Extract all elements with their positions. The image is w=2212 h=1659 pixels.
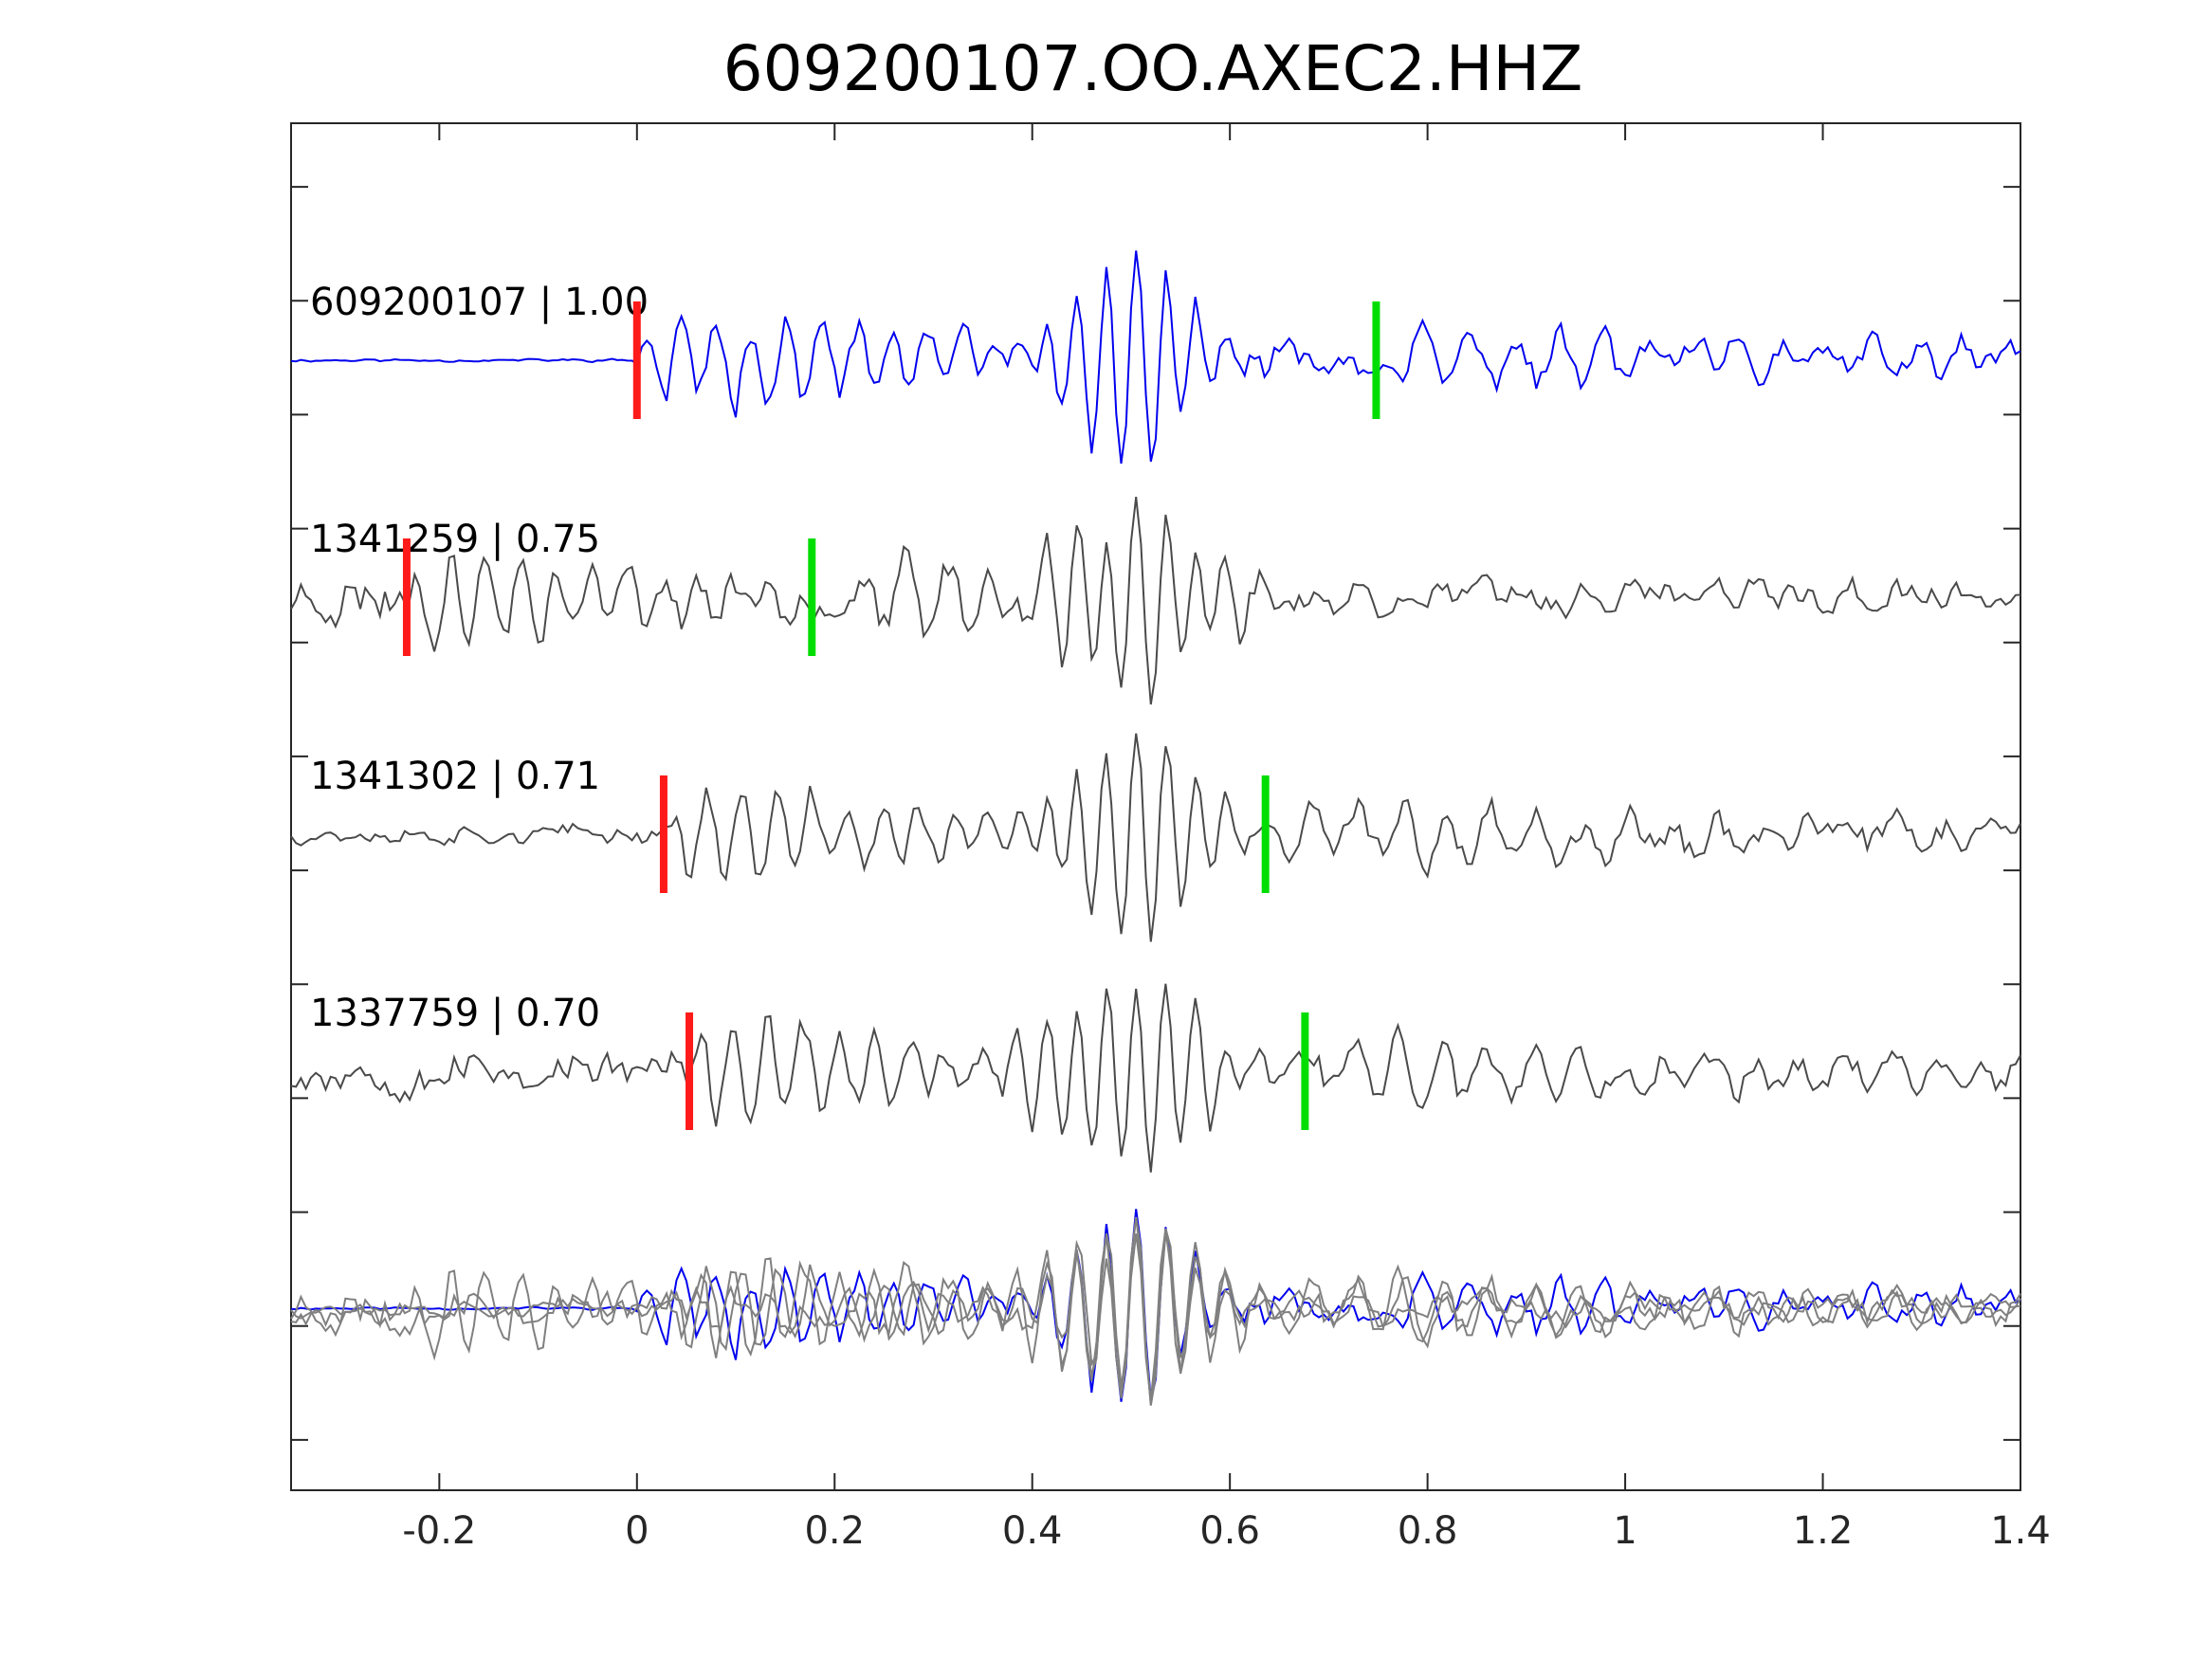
waveform-traces (290, 250, 2021, 1173)
trace-label-609200107: 609200107 | 1.00 (310, 281, 649, 324)
trace-label-1341302: 1341302 | 0.71 (310, 755, 600, 798)
x-tick-label-2: 0.2 (804, 1509, 865, 1553)
stack-trace-1341259 (290, 1216, 2021, 1406)
x-tick-label-3: 0.4 (1002, 1509, 1063, 1553)
x-tick-label-8: 1.4 (1990, 1509, 2051, 1553)
stack-trace-1341302 (290, 1216, 2021, 1406)
waveform-stack (290, 1209, 2021, 1406)
x-tick-label-5: 0.8 (1398, 1509, 1458, 1553)
trace-label-1337759: 1337759 | 0.70 (310, 992, 600, 1035)
phase-picks (402, 301, 1380, 1130)
x-tick-labels: -0.2 0 0.2 0.4 0.6 0.8 1 1.2 1.4 (402, 1509, 2050, 1553)
x-tick-label-1: 0 (625, 1509, 649, 1553)
trace-label-1341259: 1341259 | 0.75 (310, 518, 600, 561)
x-tick-label-7: 1.2 (1793, 1509, 1854, 1553)
x-tick-label-0: -0.2 (402, 1509, 476, 1553)
trace-1341259 (290, 496, 2021, 705)
trace-1341302 (290, 733, 2021, 942)
axis-ticks (291, 123, 2021, 1490)
stack-trace-1337759 (290, 1229, 2021, 1400)
x-tick-label-6: 1 (1613, 1509, 1636, 1553)
trace-labels: 609200107 | 1.00 1341259 | 0.75 1341302 | … (310, 281, 649, 1035)
chart-title: 609200107.OO.AXEC2.HHZ (723, 32, 1583, 105)
trace-1337759 (290, 983, 2021, 1173)
x-tick-label-4: 0.6 (1199, 1509, 1260, 1553)
trace-609200107 (290, 250, 2021, 465)
plot-area-frame (290, 122, 2021, 1491)
